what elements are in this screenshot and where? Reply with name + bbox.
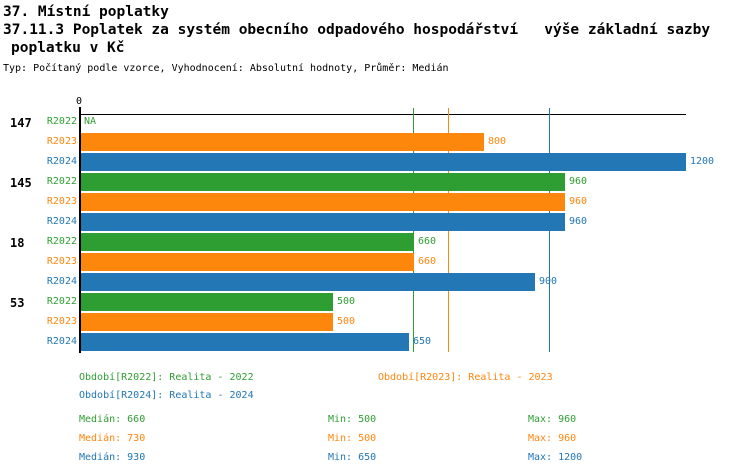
series-row-label-r2023: R2023 — [46, 136, 77, 147]
stat-median-2022: Medián: 660 — [79, 414, 146, 425]
series-row-label-r2023: R2023 — [46, 196, 77, 207]
series-row-label-r2023: R2023 — [46, 316, 77, 327]
bar-value-na: NA — [84, 116, 97, 127]
bar-53-r2023 — [81, 313, 333, 331]
stat-max-2024: Max: 1200 — [528, 452, 583, 463]
series-row-label-r2024: R2024 — [46, 216, 77, 227]
y-axis-line — [79, 107, 81, 353]
stat-min-2022: Min: 500 — [328, 414, 377, 425]
chart-subtitle-line2: poplatku v Kč — [11, 40, 125, 56]
series-row-label-r2024: R2024 — [46, 336, 77, 347]
chart-meta-info: Typ: Počítaný podle vzorce, Vyhodnocení:… — [3, 63, 449, 74]
series-row-label-r2022: R2022 — [46, 236, 77, 247]
bar-147-r2024 — [81, 153, 686, 171]
category-label-18: 18 — [10, 236, 25, 250]
series-row-label-r2022: R2022 — [46, 296, 77, 307]
page-title: 37. Místní poplatky — [3, 4, 169, 20]
bar-value-label: 500 — [337, 316, 356, 327]
bar-value-label: 660 — [418, 256, 437, 267]
bar-value-label: 650 — [413, 336, 432, 347]
x-axis-line — [80, 114, 686, 115]
stat-min-2024: Min: 650 — [328, 452, 377, 463]
chart-subtitle-line1: 37.11.3 Poplatek za systém obecního odpa… — [3, 22, 711, 38]
legend-item-r2023: Období[R2023]: Realita - 2023 — [378, 372, 553, 383]
bar-145-r2022 — [81, 173, 565, 191]
series-row-label-r2023: R2023 — [46, 256, 77, 267]
category-label-145: 145 — [10, 176, 32, 190]
category-label-53: 53 — [10, 296, 25, 310]
bar-value-label: 800 — [488, 136, 507, 147]
bar-value-label: 960 — [569, 216, 588, 227]
bar-18-r2023 — [81, 253, 414, 271]
series-row-label-r2024: R2024 — [46, 156, 77, 167]
bar-18-r2024 — [81, 273, 535, 291]
stat-max-2022: Max: 960 — [528, 414, 577, 425]
series-row-label-r2022: R2022 — [46, 116, 77, 127]
legend-item-r2024: Období[R2024]: Realita - 2024 — [79, 390, 254, 401]
legend-item-r2022: Období[R2022]: Realita - 2022 — [79, 372, 254, 383]
bar-145-r2023 — [81, 193, 565, 211]
bar-147-r2023 — [81, 133, 484, 151]
bar-53-r2022 — [81, 293, 333, 311]
series-row-label-r2022: R2022 — [46, 176, 77, 187]
bar-53-r2024 — [81, 333, 409, 351]
stat-median-2023: Medián: 730 — [79, 433, 146, 444]
category-label-147: 147 — [10, 116, 32, 130]
bar-value-label: 500 — [337, 296, 356, 307]
bar-145-r2024 — [81, 213, 565, 231]
stat-median-2024: Medián: 930 — [79, 452, 146, 463]
series-row-label-r2024: R2024 — [46, 276, 77, 287]
stat-min-2023: Min: 500 — [328, 433, 377, 444]
bar-value-label: 660 — [418, 236, 437, 247]
x-axis-tick-0: 0 — [76, 96, 83, 107]
bar-value-label: 900 — [539, 276, 558, 287]
stat-max-2023: Max: 960 — [528, 433, 577, 444]
bar-value-label: 1200 — [690, 156, 715, 167]
bar-value-label: 960 — [569, 196, 588, 207]
bar-18-r2022 — [81, 233, 414, 251]
bar-value-label: 960 — [569, 176, 588, 187]
